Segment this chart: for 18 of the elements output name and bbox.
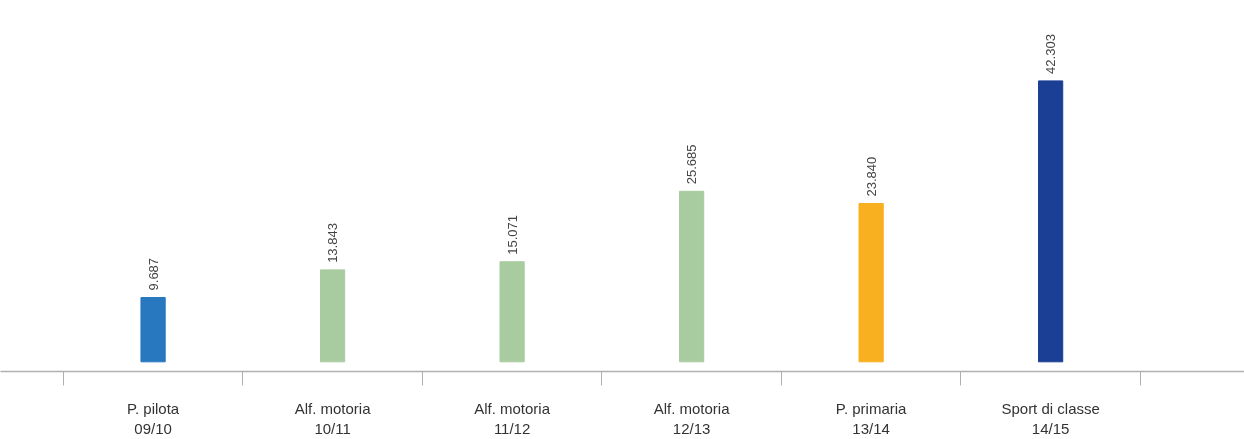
data-label: 9.687 (145, 257, 161, 291)
bar (858, 203, 884, 363)
bar (319, 269, 346, 363)
bar (1038, 80, 1064, 363)
x-tick-label: P. primaria 13/14 (835, 399, 908, 437)
x-tick-label: Alf. motoria 11/12 (474, 399, 551, 437)
bar (140, 296, 166, 363)
x-tick-label: Sport di classe 14/15 (1001, 399, 1100, 437)
x-tick-label: Alf. motoria 12/13 (653, 399, 731, 437)
bar (499, 261, 525, 363)
bar (678, 190, 705, 363)
x-tick-label: Alf. motoria 10/11 (294, 399, 372, 437)
data-label: 15.071 (504, 214, 520, 255)
data-label: 23.840 (863, 156, 879, 197)
x-tick-label: P. pilota 09/10 (126, 399, 180, 437)
data-label: 13.843 (325, 223, 341, 263)
data-label: 42.303 (1043, 34, 1059, 74)
data-label: 25.685 (684, 144, 700, 185)
